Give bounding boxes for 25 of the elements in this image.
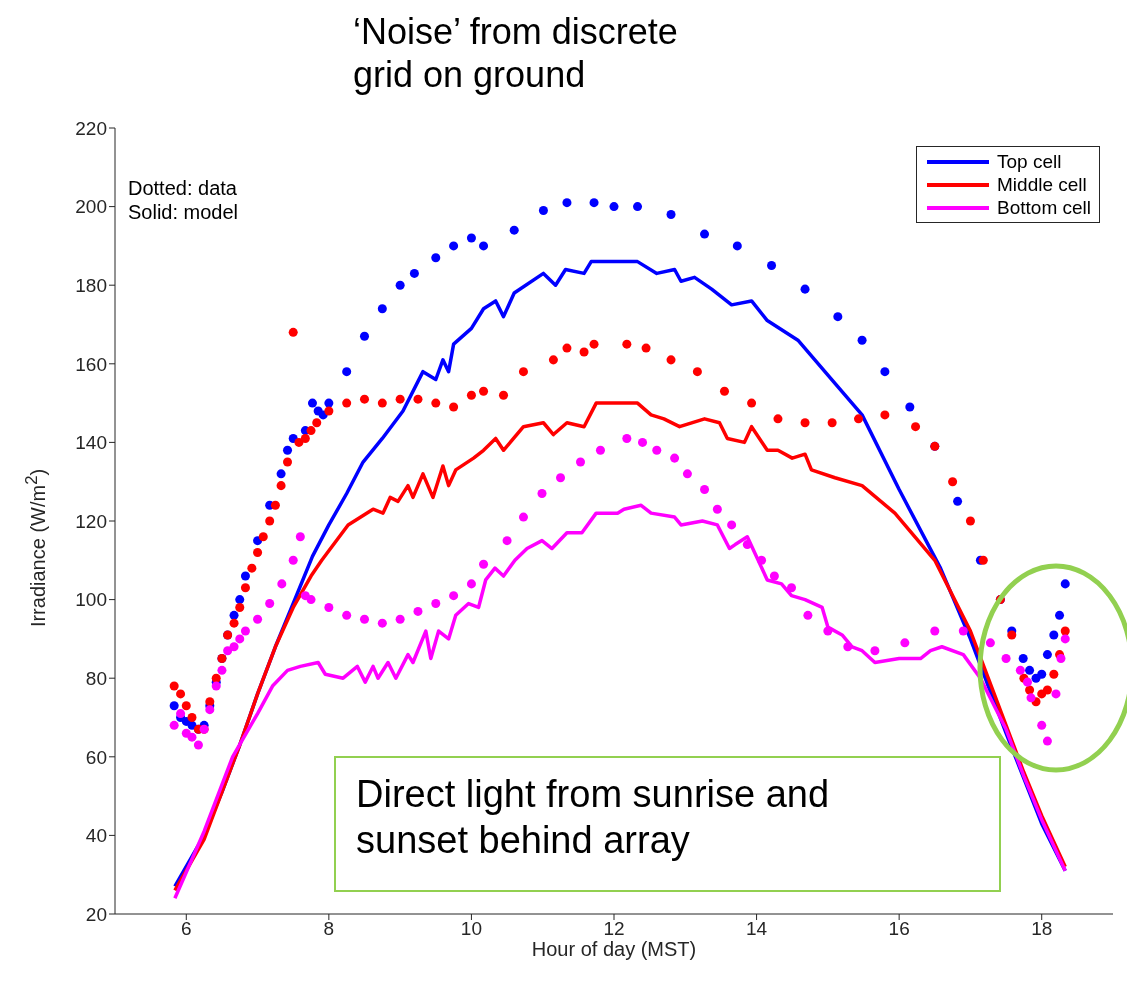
x-tick-label: 8	[323, 918, 335, 940]
y-tick-label: 140	[75, 432, 107, 454]
text: ‘Noise’ from discrete grid on ground	[353, 10, 679, 97]
y-tick-label: 220	[75, 117, 107, 139]
x-tick-label: 16	[888, 918, 910, 940]
y-tick-label: 100	[75, 589, 107, 611]
y-tick-label: 160	[75, 353, 107, 375]
x-axis-title: Hour of day (MST)	[531, 938, 697, 960]
x-tick-label: 14	[746, 918, 768, 940]
legend-label: Middle cell	[997, 173, 1087, 196]
y-tick-label: 120	[75, 510, 107, 532]
y-tick-label: 180	[75, 274, 107, 296]
x-tick-label: 6	[181, 918, 192, 940]
legend-label: Bottom cell	[997, 196, 1091, 219]
annotation: Dotted: data Solid: model	[128, 176, 240, 224]
y-tick-label: 80	[85, 667, 107, 689]
x-tick-label: 12	[603, 918, 625, 940]
y-tick-label: 200	[75, 196, 107, 218]
annotation: Direct light from sunrise and sunset behind array	[334, 756, 1001, 892]
y-tick-label: 40	[85, 825, 107, 847]
x-tick-label: 10	[460, 918, 482, 940]
x-tick-label: 18	[1031, 918, 1053, 940]
y-tick-label: 60	[85, 746, 107, 768]
y-tick-label: 20	[85, 903, 107, 925]
legend-label: Top cell	[997, 150, 1062, 173]
